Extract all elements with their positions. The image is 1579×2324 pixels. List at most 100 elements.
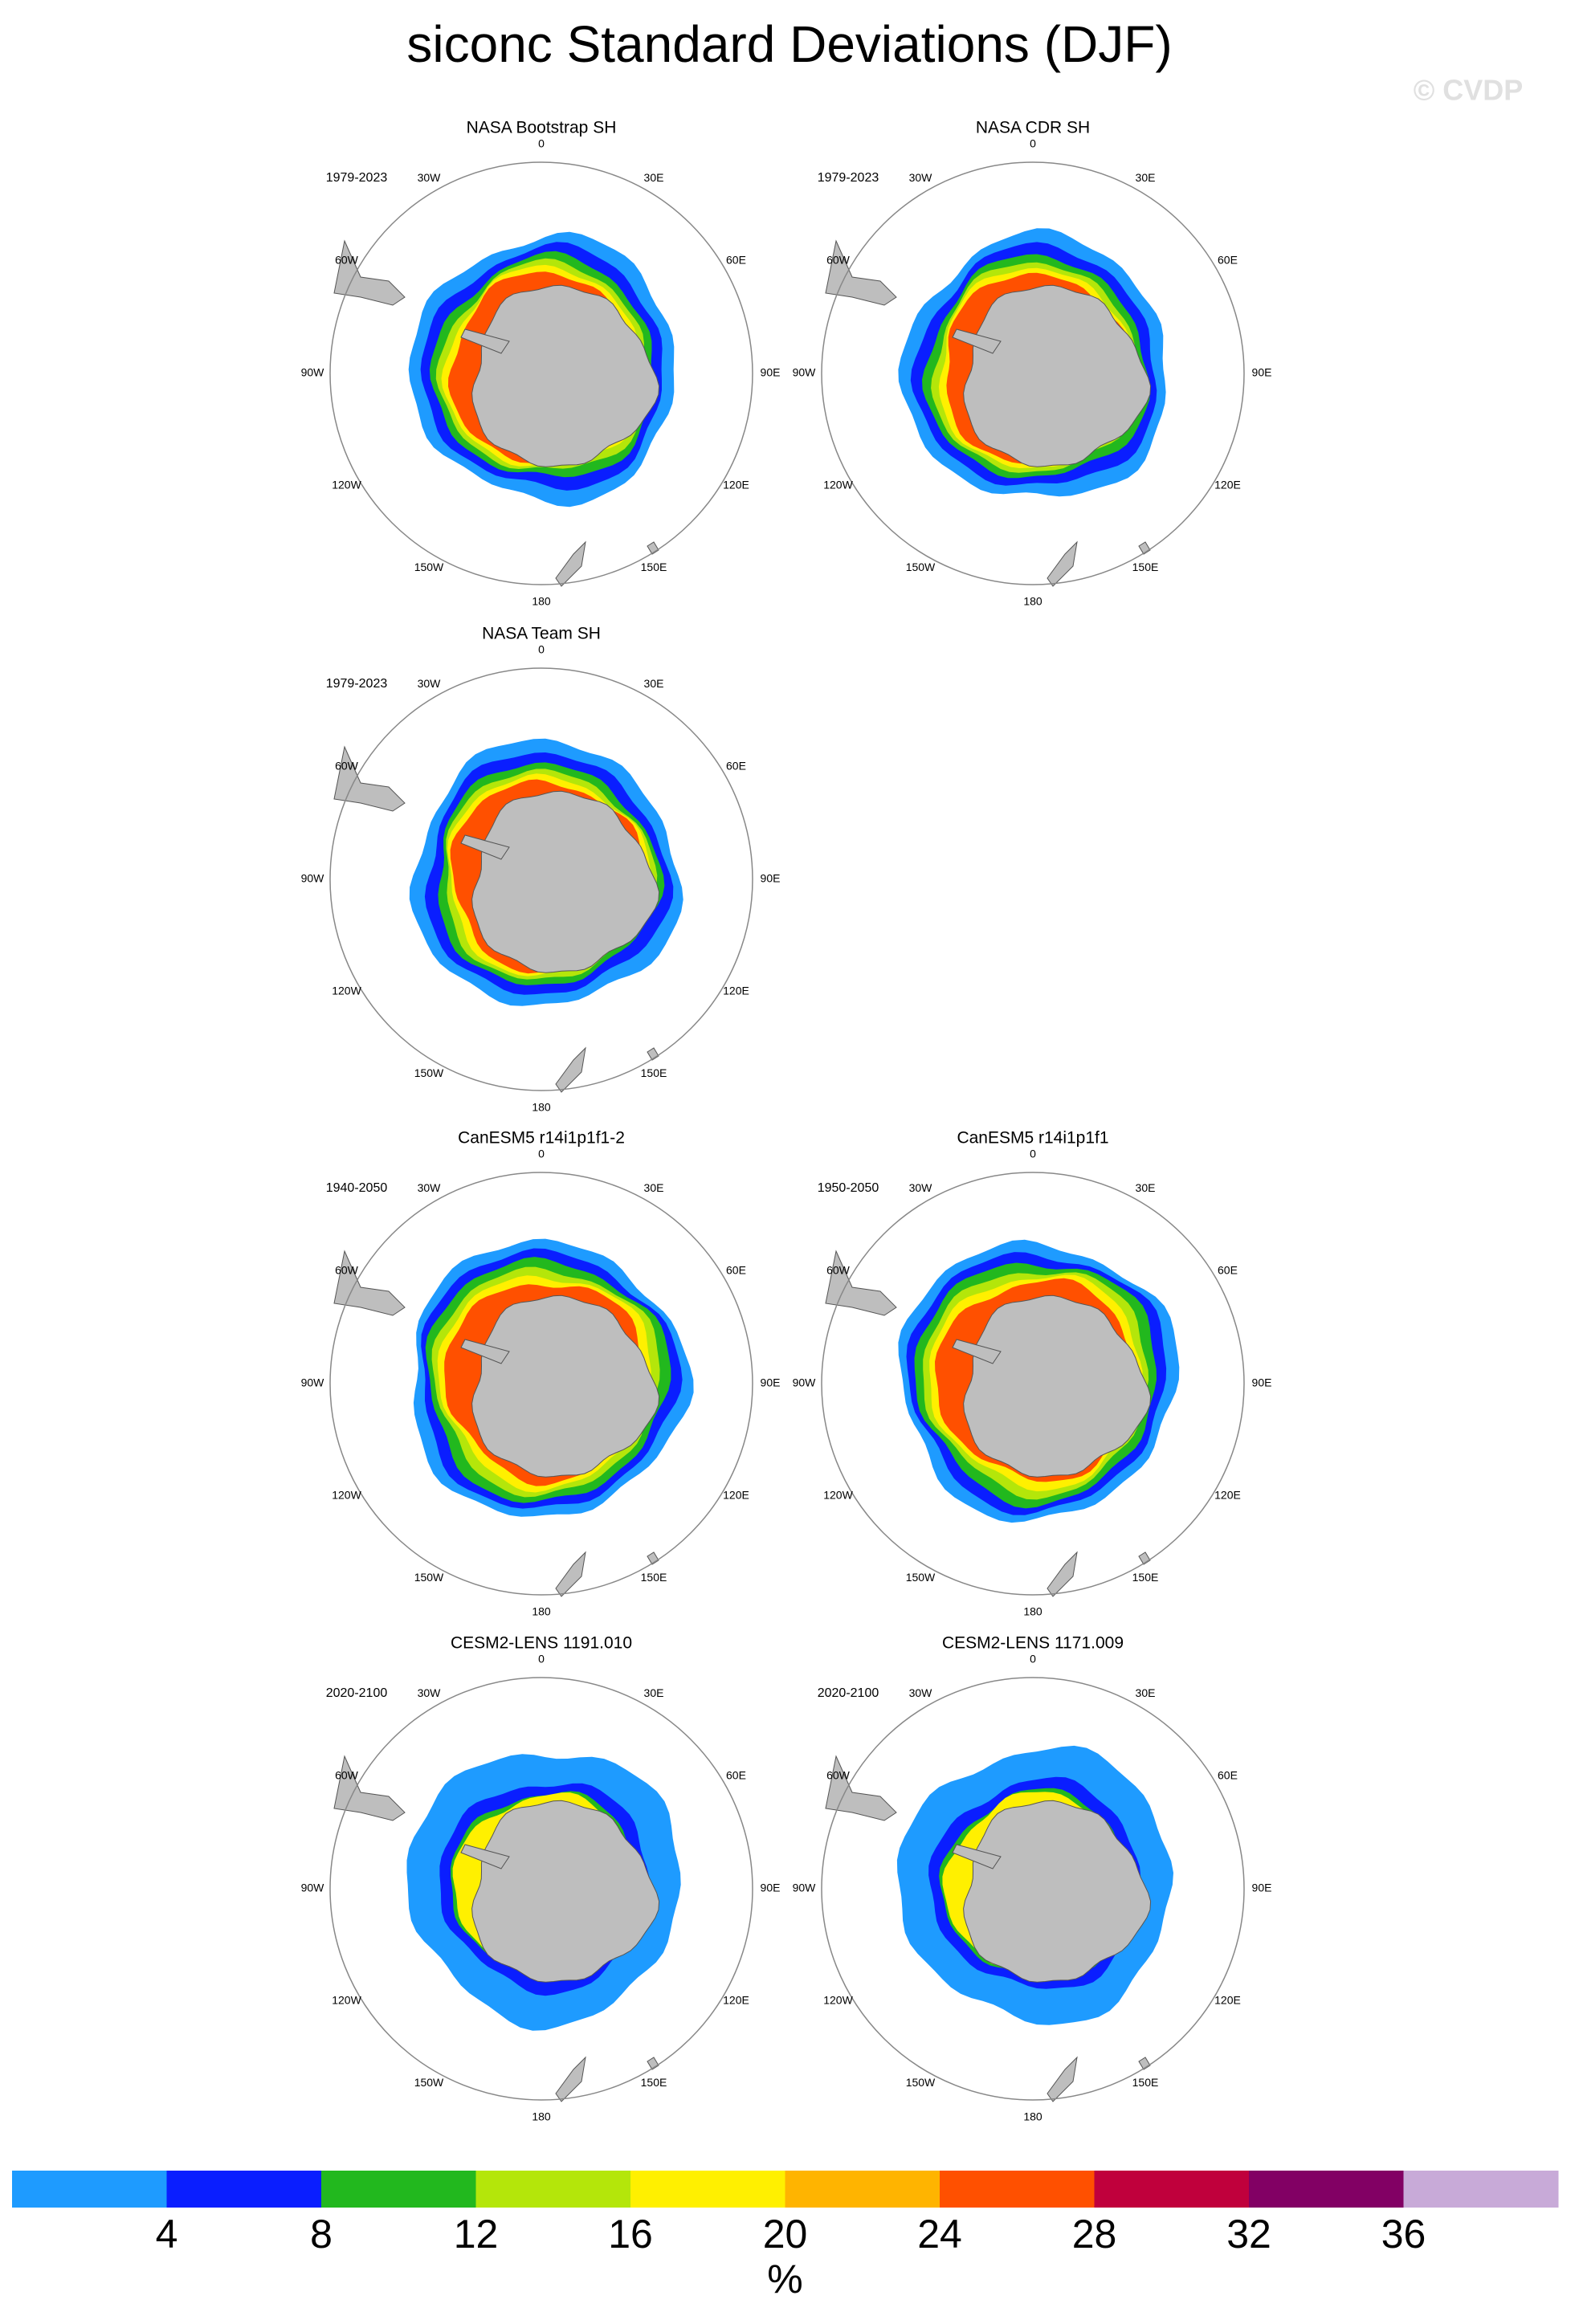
south-america [825, 1250, 897, 1316]
longitude-label: 180 [532, 2110, 551, 2123]
colorbar-tick-label: 28 [1072, 2212, 1117, 2257]
map-panel: NASA CDR SH 1979-2023 0 30E 60E 90E 120E 150E 18… [793, 119, 1272, 608]
antarctic-peninsula [460, 834, 510, 860]
antarctic-peninsula [952, 1339, 1002, 1364]
new-zealand [1047, 2056, 1078, 2102]
map-boundary [329, 1677, 753, 2101]
longitude-label: 90W [793, 1376, 817, 1389]
longitude-label: 90E [761, 366, 781, 379]
longitude-label: 90W [301, 366, 325, 379]
longitude-label: 60E [726, 254, 746, 267]
new-zealand [555, 1551, 586, 1597]
longitude-label: 60W [826, 254, 851, 267]
antarctica [471, 1295, 660, 1478]
figure-title: siconc Standard Deviations (DJF) [406, 15, 1172, 73]
colorbar-tick-label: 32 [1226, 2212, 1271, 2257]
colorbar-tick-label: 20 [763, 2212, 808, 2257]
longitude-label: 30E [644, 1686, 664, 1699]
longitude-label: 150E [1132, 561, 1159, 573]
south-america [333, 745, 406, 812]
south-america [333, 1755, 406, 1821]
map-panel: CESM2-LENS 1171.009 2020-2100 0 30E 60E 90E 12… [793, 1634, 1272, 2123]
longitude-label: 0 [1030, 1653, 1036, 1666]
map-boundary [821, 161, 1245, 585]
longitude-label: 120E [723, 1994, 749, 2007]
longitude-label: 60E [726, 1264, 746, 1277]
longitude-label: 0 [1030, 137, 1036, 150]
new-zealand [555, 2056, 586, 2102]
panel-title: NASA Team SH [482, 625, 601, 643]
colorbar-tick-label: 36 [1381, 2212, 1426, 2257]
longitude-label: 150E [641, 1571, 667, 1584]
antarctic-peninsula [460, 328, 510, 354]
longitude-label: 180 [532, 595, 551, 608]
panel-title: CanESM5 r14i1p1f1-2 [458, 1129, 625, 1148]
longitude-label: 150W [414, 2076, 444, 2089]
antarctica [963, 1800, 1152, 1983]
longitude-label: 90E [761, 1376, 781, 1389]
longitude-label: 30E [1136, 171, 1156, 184]
longitude-label: 150E [1132, 2076, 1159, 2089]
panel-title: NASA Bootstrap SH [467, 119, 617, 137]
longitude-label: 90W [301, 872, 325, 885]
map-boundary [329, 1172, 753, 1596]
longitude-label: 90E [1252, 1882, 1272, 1894]
longitude-label: 60E [726, 760, 746, 773]
colorbar-tick-label: 24 [917, 2212, 962, 2257]
colorbar-segment [630, 2171, 785, 2208]
longitude-label: 150E [641, 1066, 667, 1079]
antarctica [963, 284, 1152, 467]
antarctic-peninsula [952, 1844, 1002, 1869]
colorbar-tick-label: 12 [454, 2212, 499, 2257]
longitude-label: 150W [906, 1571, 936, 1584]
longitude-label: 30W [418, 1181, 442, 1194]
longitude-label: 180 [532, 1605, 551, 1618]
longitude-label: 30E [1136, 1686, 1156, 1699]
longitude-label: 30W [418, 1686, 442, 1699]
longitude-label: 120W [332, 1489, 361, 1502]
longitude-label: 30E [644, 171, 664, 184]
panel-period: 1979-2023 [326, 677, 388, 691]
panel-period: 1979-2023 [326, 171, 388, 185]
map-panel: NASA Team SH 1979-2023 0 30E 60E 90E 120E 150E 1… [301, 625, 781, 1114]
longitude-label: 60E [726, 1769, 746, 1782]
longitude-label: 60W [335, 760, 359, 773]
new-zealand [555, 1046, 586, 1093]
longitude-label: 30E [644, 677, 664, 690]
colorbar-segment [1249, 2171, 1404, 2208]
longitude-label: 120E [723, 479, 749, 491]
longitude-label: 150W [906, 561, 936, 573]
longitude-label: 90E [1252, 1376, 1272, 1389]
longitude-label: 0 [538, 643, 545, 656]
antarctica [471, 1800, 660, 1983]
map-boundary [329, 161, 753, 585]
longitude-label: 60E [1218, 1769, 1238, 1782]
longitude-label: 90W [301, 1882, 325, 1894]
longitude-label: 150W [414, 1571, 444, 1584]
new-zealand [1047, 1551, 1078, 1597]
longitude-label: 60E [1218, 1264, 1238, 1277]
longitude-label: 120W [332, 985, 361, 997]
longitude-label: 30W [418, 677, 442, 690]
antarctic-peninsula [952, 328, 1002, 354]
longitude-label: 120E [1214, 479, 1241, 491]
longitude-label: 0 [1030, 1148, 1036, 1160]
longitude-label: 120W [823, 1489, 853, 1502]
longitude-label: 60E [1218, 254, 1238, 267]
longitude-label: 120W [823, 1994, 853, 2007]
colorbar-segment [785, 2171, 940, 2208]
longitude-label: 0 [538, 137, 545, 150]
longitude-label: 30W [909, 171, 933, 184]
colorbar-segment [1403, 2171, 1559, 2208]
antarctic-peninsula [460, 1339, 510, 1364]
longitude-label: 150E [641, 2076, 667, 2089]
longitude-label: 150W [414, 561, 444, 573]
longitude-label: 150W [414, 1066, 444, 1079]
south-america [333, 1250, 406, 1316]
colorbar-segment [166, 2171, 322, 2208]
longitude-label: 120W [823, 479, 853, 491]
longitude-label: 90E [1252, 366, 1272, 379]
map-panel: CESM2-LENS 1191.010 2020-2100 0 30E 60E 90E 12… [301, 1634, 781, 2123]
longitude-label: 30W [909, 1686, 933, 1699]
